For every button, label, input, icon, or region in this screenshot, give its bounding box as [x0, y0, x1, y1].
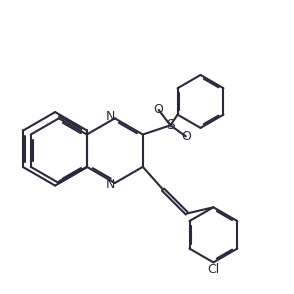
Text: N: N — [105, 110, 115, 123]
Text: S: S — [166, 118, 175, 132]
Text: O: O — [181, 130, 191, 143]
Text: O: O — [154, 103, 163, 116]
Text: Cl: Cl — [207, 263, 220, 275]
Text: N: N — [105, 178, 115, 191]
